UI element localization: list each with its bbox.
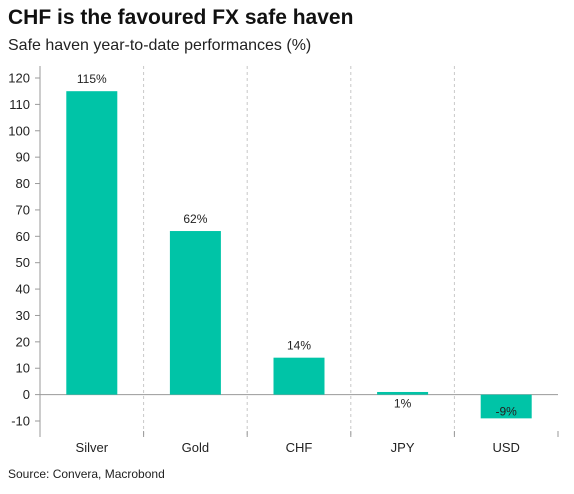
y-tick-label: 20 [16, 334, 30, 349]
y-tick-label: 100 [8, 123, 30, 138]
data-label: 62% [183, 212, 207, 226]
data-label: 1% [394, 397, 412, 411]
x-category-label: USD [492, 440, 519, 455]
y-tick-label: 60 [16, 229, 30, 244]
chart-subtitle: Safe haven year-to-date performances (%) [8, 37, 312, 54]
y-tick-label: 40 [16, 282, 30, 297]
y-tick-label: 120 [8, 71, 30, 86]
bar-chf [273, 357, 325, 395]
data-label: -9% [496, 405, 518, 419]
bar-gold [169, 231, 221, 395]
bar-usd [480, 394, 532, 419]
y-tick-label: 90 [16, 150, 30, 165]
axis-layer: -10 0 10 20 30 40 50 60 70 80 90 100 110 120 [8, 66, 559, 437]
y-tick-label: -10 [11, 414, 30, 429]
label-layer: 115% Silver 62% Gold 14% CHF 1% JPY -9% USD [76, 72, 520, 455]
y-tick-label: 70 [16, 202, 30, 217]
y-tick-label: 10 [16, 361, 30, 376]
x-category-label: CHF [286, 440, 313, 455]
grid-layer [143, 66, 455, 437]
x-category-label: JPY [391, 440, 415, 455]
data-label: 14% [287, 339, 311, 353]
chart-title: CHF is the favoured FX safe haven [8, 6, 354, 29]
y-tick-label: 0 [23, 387, 30, 402]
bar-silver [66, 91, 118, 395]
source-note: Source: Convera, Macrobond [8, 467, 165, 481]
bar-jpy [377, 391, 429, 395]
data-label: 115% [77, 72, 107, 86]
y-tick-label: 80 [16, 176, 30, 191]
x-category-label: Silver [76, 440, 109, 455]
x-category-label: Gold [182, 440, 209, 455]
y-tick-label: 50 [16, 255, 30, 270]
y-tick-label: 110 [9, 97, 30, 112]
bar-layer [66, 91, 532, 419]
y-tick-label: 30 [16, 308, 30, 323]
